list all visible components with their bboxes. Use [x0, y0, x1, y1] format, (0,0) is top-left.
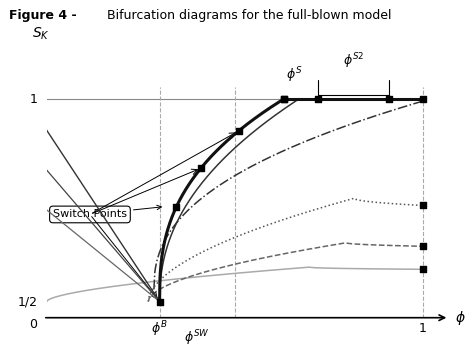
Text: $\phi^B$: $\phi^B$ [151, 320, 168, 339]
Text: $\phi^{SW}$: $\phi^{SW}$ [184, 329, 210, 348]
Point [280, 96, 288, 102]
Text: $\phi^S$: $\phi^S$ [286, 65, 302, 85]
Point [314, 96, 321, 102]
Text: Bifurcation diagrams for the full-blown model: Bifurcation diagrams for the full-blown … [107, 9, 392, 22]
Point [419, 96, 427, 102]
Text: $\phi^{S2}$: $\phi^{S2}$ [343, 51, 364, 71]
Text: $S_K$: $S_K$ [32, 26, 50, 42]
Point [173, 204, 180, 209]
Text: Switch Points: Switch Points [53, 205, 162, 220]
Point [280, 96, 288, 102]
Text: $\phi$: $\phi$ [455, 309, 466, 327]
Text: 1: 1 [29, 92, 37, 106]
Point [419, 267, 427, 272]
Point [419, 203, 427, 208]
Text: 1: 1 [419, 322, 427, 335]
Point [419, 244, 427, 249]
Text: Figure 4 -: Figure 4 - [9, 9, 77, 22]
Point [156, 299, 163, 304]
Point [197, 165, 205, 171]
Text: 1/2: 1/2 [17, 295, 37, 308]
Point [385, 96, 393, 102]
Text: 0: 0 [29, 318, 37, 331]
Point [235, 128, 242, 134]
